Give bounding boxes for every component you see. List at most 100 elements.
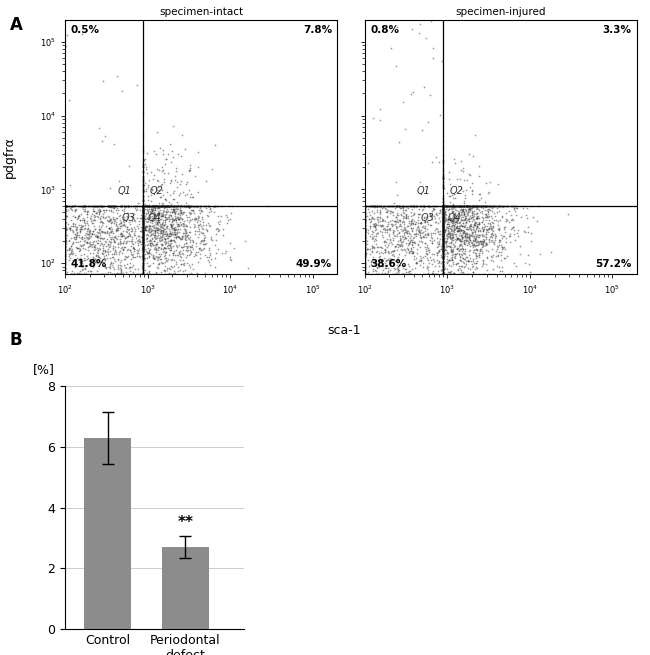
- Point: [438, 220, 448, 231]
- Point: [84, 269, 95, 280]
- Text: Q4: Q4: [448, 213, 462, 223]
- Point: [84, 227, 94, 238]
- Point: [134, 236, 144, 246]
- Point: [508, 200, 518, 211]
- Point: [138, 200, 149, 211]
- Point: [186, 242, 196, 252]
- Point: [193, 215, 203, 225]
- Point: [138, 239, 149, 250]
- Point: [454, 229, 465, 240]
- Point: [195, 200, 205, 211]
- Point: [492, 260, 502, 271]
- Point: [486, 200, 497, 211]
- Point: [138, 267, 149, 278]
- Point: [458, 225, 469, 236]
- Point: [163, 200, 174, 211]
- Point: [438, 261, 448, 271]
- Point: [438, 204, 448, 214]
- Point: [119, 216, 129, 227]
- Point: [438, 213, 448, 223]
- Point: [438, 240, 448, 251]
- Point: [194, 204, 205, 215]
- Point: [97, 200, 107, 211]
- Point: [159, 243, 169, 253]
- Point: [138, 229, 149, 240]
- Point: [389, 215, 399, 226]
- Point: [454, 248, 465, 259]
- Point: [243, 263, 254, 273]
- Point: [424, 220, 435, 231]
- Point: [105, 253, 116, 263]
- Point: [363, 267, 374, 277]
- Point: [94, 206, 105, 217]
- Point: [138, 210, 149, 220]
- Point: [438, 235, 448, 246]
- Point: [174, 231, 185, 242]
- Point: [359, 233, 370, 244]
- Point: [476, 246, 487, 256]
- Point: [369, 200, 379, 211]
- Point: [469, 225, 480, 236]
- Point: [140, 214, 150, 224]
- Point: [438, 200, 448, 211]
- Point: [138, 269, 149, 280]
- Point: [385, 200, 396, 211]
- Point: [370, 269, 381, 280]
- Point: [202, 225, 212, 235]
- Point: [156, 234, 166, 245]
- Point: [188, 200, 199, 211]
- Point: [369, 214, 380, 225]
- Point: [450, 211, 461, 221]
- Point: [138, 200, 149, 211]
- Point: [105, 226, 116, 236]
- Point: [138, 230, 149, 240]
- Point: [484, 269, 495, 280]
- Point: [138, 200, 149, 211]
- Point: [70, 229, 81, 239]
- Point: [366, 257, 376, 268]
- Point: [432, 200, 442, 211]
- Point: [467, 206, 477, 216]
- Point: [477, 236, 488, 246]
- Point: [438, 200, 448, 211]
- Point: [373, 200, 384, 211]
- Point: [138, 129, 149, 140]
- Point: [438, 216, 448, 227]
- Point: [170, 224, 181, 234]
- Point: [185, 215, 196, 226]
- Point: [148, 174, 158, 184]
- Point: [138, 215, 149, 226]
- Point: [414, 236, 424, 246]
- Point: [120, 232, 131, 242]
- Point: [438, 246, 448, 256]
- Point: [360, 200, 370, 211]
- Point: [193, 219, 203, 230]
- Point: [92, 200, 102, 211]
- Point: [151, 200, 162, 211]
- Point: [138, 200, 149, 211]
- Point: [454, 200, 465, 211]
- Point: [163, 268, 174, 278]
- Point: [461, 185, 471, 196]
- Point: [438, 233, 448, 243]
- Point: [192, 213, 203, 223]
- Point: [486, 211, 496, 221]
- Point: [133, 238, 144, 248]
- Point: [407, 217, 417, 228]
- Point: [138, 248, 149, 259]
- Point: [438, 200, 448, 211]
- Point: [60, 266, 70, 276]
- Point: [459, 254, 469, 265]
- Point: [438, 204, 448, 214]
- Point: [438, 169, 448, 179]
- Point: [88, 217, 98, 228]
- Point: [438, 200, 448, 211]
- Point: [438, 269, 448, 280]
- Point: [196, 236, 207, 246]
- Point: [407, 200, 417, 211]
- Point: [502, 250, 512, 261]
- Point: [391, 61, 402, 71]
- Point: [385, 200, 396, 211]
- Point: [438, 209, 448, 219]
- Point: [138, 200, 149, 211]
